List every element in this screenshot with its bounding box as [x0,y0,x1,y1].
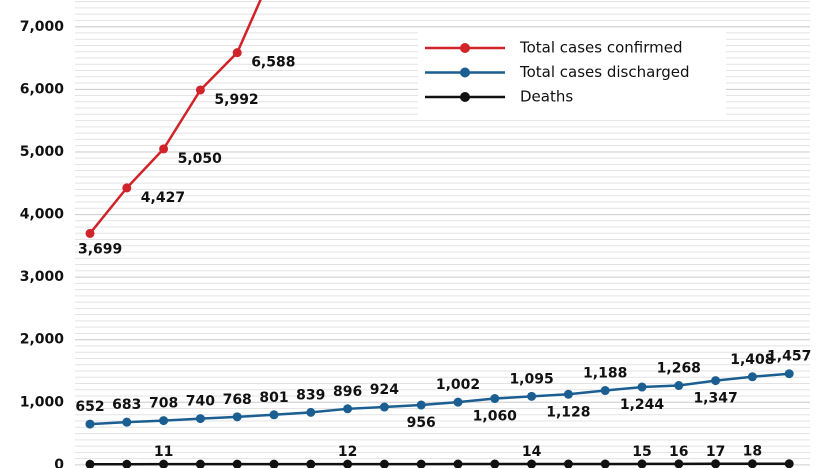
data-label: 17 [706,444,725,460]
data-point [269,459,279,468]
data-point [637,459,647,468]
y-tick-label: 4,000 [20,207,65,223]
data-point [747,459,757,468]
data-point [306,459,316,468]
legend-marker [460,67,470,78]
data-point [232,412,242,422]
data-label: 12 [338,444,357,460]
data-label: 896 [333,384,362,400]
y-tick-label: 2,000 [20,332,65,348]
legend-label: Deaths [520,88,573,106]
data-label: 11 [154,444,173,460]
data-label: 5,992 [214,92,258,108]
data-label: 6,588 [251,55,295,71]
data-point [416,459,426,468]
data-point [195,414,205,424]
series-line [90,462,790,466]
data-point [674,459,684,468]
data-label: 740 [186,394,215,410]
data-point [637,382,647,392]
y-tick-label: 3,000 [20,269,65,285]
data-label: 16 [669,444,688,460]
legend-label: Total cases confirmed [519,39,683,57]
data-point [490,459,500,468]
data-point [563,389,573,399]
data-label: 652 [75,399,104,415]
data-label: 956 [407,415,436,431]
data-point [674,381,684,391]
data-point [784,369,794,379]
data-point [269,410,279,420]
data-label: 18 [743,444,762,460]
data-label: 708 [149,396,178,412]
series-line [89,0,262,235]
data-label: 4,427 [141,190,185,206]
data-label: 1,188 [583,366,627,382]
data-point [85,228,95,238]
data-point [232,48,242,58]
data-label: 801 [259,390,288,406]
data-label: 1,347 [693,391,737,407]
data-point [232,459,242,468]
data-label: 1,268 [657,361,701,377]
y-tick-label: 0 [54,457,64,468]
data-label: 5,050 [178,151,223,167]
data-point [85,419,95,429]
data-point [159,416,169,426]
data-point [122,417,132,427]
data-point [600,386,610,396]
y-tick-label: 1,000 [20,394,65,410]
data-label: 1,244 [620,397,665,413]
data-point [343,459,353,468]
data-label: 14 [522,444,542,460]
legend: Total cases confirmed Total cases dischar… [418,30,726,116]
data-point [711,459,721,468]
series-line [89,372,790,426]
data-label: 924 [370,382,399,398]
data-label: 768 [223,392,252,408]
data-label: 1,457 [767,349,811,365]
data-label: 1,408 [730,352,774,368]
data-point [122,183,132,193]
data-point [747,372,757,382]
data-point [343,404,353,414]
data-point [453,459,463,468]
data-point [85,459,95,468]
data-point [600,459,610,468]
data-point [527,459,537,468]
legend-marker [460,92,470,102]
data-point [490,394,500,404]
data-label: 683 [112,397,141,413]
data-label: 1,002 [436,377,480,393]
data-point [527,391,537,401]
data-label: 839 [296,387,325,403]
data-point [784,459,794,468]
data-label: 1,095 [509,371,553,387]
data-point [306,407,316,417]
data-label: 15 [632,444,651,460]
data-point [453,397,463,407]
data-point [563,459,573,468]
data-point [159,144,169,154]
plot-area: 3,699 4,427 5,050 5,992 6,588 652 683 708 740 768… [75,0,811,468]
y-tick-label: 7,000 [20,19,65,35]
legend-label: Total cases discharged [519,63,690,81]
data-label: 1,060 [473,409,518,425]
data-label: 1,128 [546,404,590,420]
data-point [711,376,721,386]
data-point [379,459,389,468]
data-point [416,400,426,410]
y-tick-label: 5,000 [20,144,65,160]
data-point [159,459,169,468]
data-label: 3,699 [78,241,122,257]
data-point [122,459,132,468]
data-point [195,85,205,95]
y-tick-label: 6,000 [20,81,65,97]
data-point [195,459,205,468]
data-point [379,402,389,412]
legend-marker [460,43,470,53]
